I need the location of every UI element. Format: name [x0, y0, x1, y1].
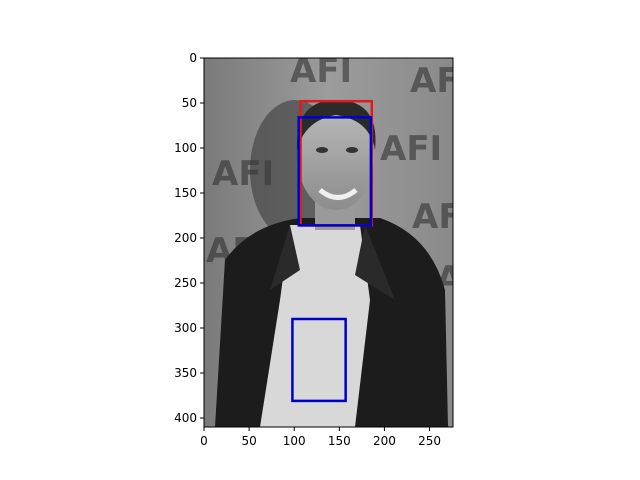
x-tick-label: 0: [200, 434, 208, 448]
y-tick-label: 0: [189, 51, 197, 65]
y-axis: 0 50 100 150 200 250 300 350 400: [174, 51, 204, 425]
y-tick-label: 300: [174, 321, 197, 335]
x-tick-label: 150: [328, 434, 351, 448]
x-tick-label: 250: [418, 434, 441, 448]
afi-logo-5: AFI: [412, 197, 474, 237]
afi-logo-4: AFI: [380, 129, 442, 169]
axes-frame: [203, 57, 454, 428]
y-tick-label: 350: [174, 366, 197, 380]
x-tick-label: 50: [241, 434, 256, 448]
afi-logo-7: AFI: [436, 259, 498, 299]
y-tick-label: 250: [174, 276, 197, 290]
y-tick-label: 400: [174, 411, 197, 425]
y-tick-label: 50: [182, 96, 197, 110]
blue-box-body: [291, 317, 347, 403]
y-tick-label: 150: [174, 186, 197, 200]
afi-logo-1: AFI: [290, 51, 352, 91]
photo-image: AFI AFI AFI AFI AFI AFI AFI: [204, 51, 498, 427]
x-tick-label: 200: [373, 434, 396, 448]
x-axis: 0 50 100 150 200 250: [200, 427, 441, 448]
blue-box-face: [297, 116, 373, 227]
y-tick-label: 200: [174, 231, 197, 245]
y-tick-label: 100: [174, 141, 197, 155]
afi-logo-2: AFI: [410, 61, 472, 101]
bounding-boxes: [291, 99, 374, 403]
x-tick-label: 100: [283, 434, 306, 448]
